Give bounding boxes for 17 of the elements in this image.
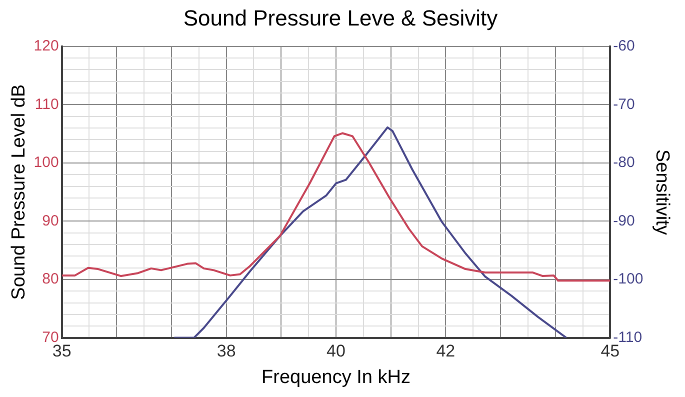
y-axis-title: Sound Pressure Level dB [8, 84, 30, 300]
y2-tick-label: -70 [613, 96, 635, 113]
x-tick-label: 38 [216, 342, 236, 361]
y-tick-label: 90 [42, 212, 59, 230]
y-tick-label: 100 [34, 154, 59, 172]
y-tick-label: 80 [42, 270, 59, 288]
y-tick-label: 120 [34, 38, 59, 55]
y-tick-label: 110 [34, 96, 59, 113]
y2-tick-label: -90 [613, 212, 635, 230]
x-tick-label: 42 [436, 342, 456, 361]
y2-axis-title: Sensitivity [651, 149, 672, 236]
chart-title: Sound Pressure Leve & Sesivity [183, 5, 498, 30]
y2-tick-label: -100 [613, 270, 644, 288]
y2-tick-label: -80 [613, 154, 635, 172]
y2-tick-label: -60 [613, 38, 635, 55]
x-tick-label: 40 [326, 342, 346, 361]
x-axis-title: Frequency In kHz [262, 366, 410, 388]
